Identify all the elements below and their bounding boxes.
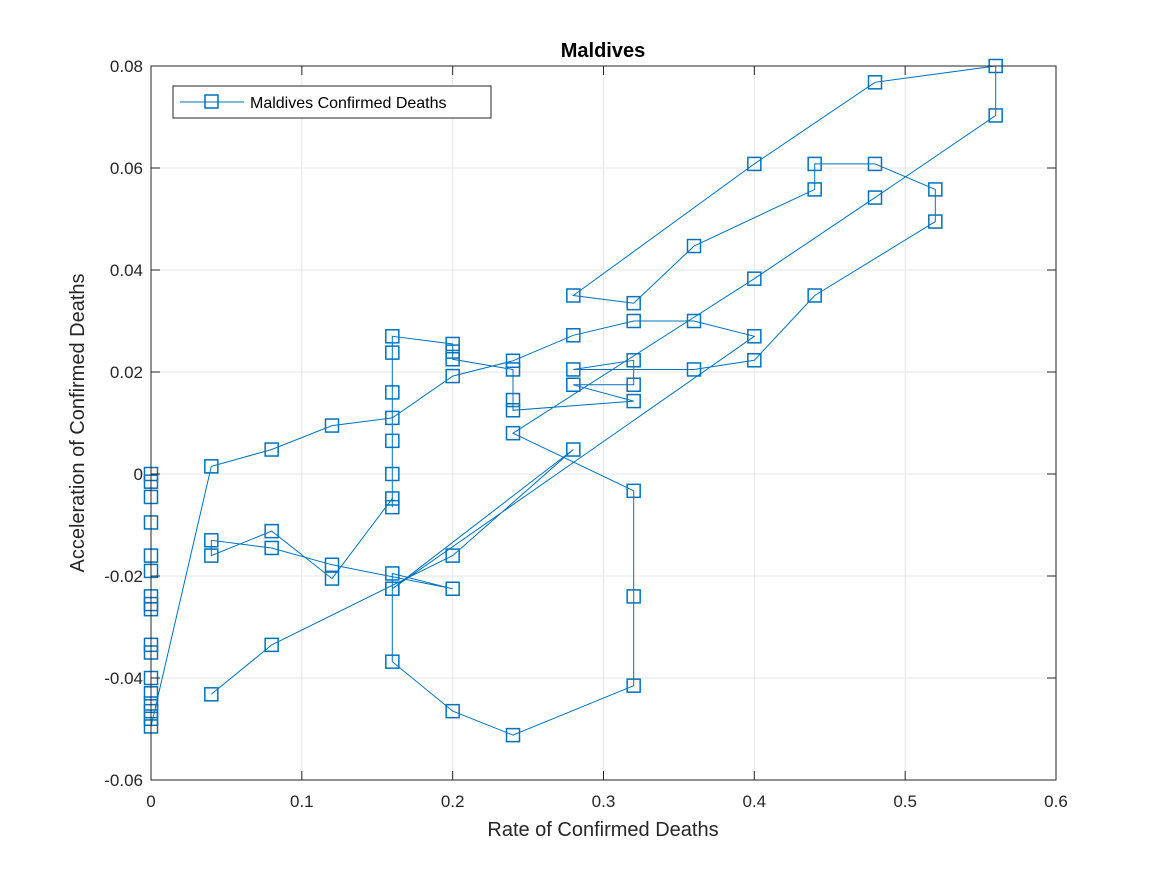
data-point-marker: [505, 392, 521, 408]
data-point-marker: [566, 377, 581, 392]
data-point-marker: [385, 433, 400, 449]
data-point-marker: [928, 214, 943, 229]
y-tick-label: -0.06: [104, 771, 143, 790]
data-point-marker: [385, 581, 400, 596]
data-point-marker: [747, 271, 762, 286]
y-tick-label: 0: [134, 465, 143, 484]
x-tick-label: 0.3: [592, 792, 616, 811]
data-point-marker: [445, 336, 460, 352]
data-point-marker: [566, 288, 581, 303]
data-point-marker: [807, 288, 822, 303]
data-point-marker: [264, 523, 279, 539]
data-point-marker: [445, 344, 460, 359]
data-point-marker: [204, 533, 219, 548]
data-point-marker: [686, 313, 702, 329]
data-point-marker: [445, 703, 460, 719]
data-point-marker: [204, 687, 219, 702]
x-tick-label: 0: [146, 792, 155, 811]
legend: Maldives Confirmed Deaths: [172, 85, 492, 119]
data-point-marker: [324, 557, 340, 573]
data-point-marker: [505, 362, 521, 377]
y-tick-label: 0.02: [110, 363, 143, 382]
data-point-marker: [505, 727, 521, 743]
data-point-marker: [626, 377, 641, 392]
data-point-marker: [988, 108, 1003, 123]
data-point-marker: [204, 459, 219, 474]
y-axis-label: Acceleration of Confirmed Deaths: [67, 273, 89, 572]
data-point-marker: [626, 678, 641, 693]
data-point-marker: [385, 499, 400, 515]
data-point-marker: [566, 442, 581, 457]
data-point-marker: [626, 353, 641, 368]
data-point-marker: [445, 548, 460, 563]
data-point-marker: [505, 353, 521, 369]
data-point-marker: [807, 156, 822, 172]
data-point-marker: [445, 368, 460, 384]
y-tick-label: 0.06: [110, 159, 143, 178]
data-point-marker: [626, 295, 641, 311]
data-point-marker: [385, 566, 400, 581]
data-point-marker: [747, 329, 762, 344]
data-point-marker: [867, 190, 883, 205]
data-point-marker: [204, 548, 219, 563]
data-point-marker: [807, 182, 822, 197]
y-tick-label: -0.04: [104, 669, 143, 688]
data-point-marker: [566, 328, 581, 343]
data-point-marker: [264, 637, 279, 653]
y-tick-label: 0.04: [110, 261, 143, 280]
data-point-marker: [385, 329, 400, 344]
data-point-marker: [385, 654, 400, 669]
data-point-marker: [867, 75, 883, 90]
data-point-marker: [385, 410, 400, 426]
data-point-marker: [385, 466, 400, 482]
data-point-marker: [324, 418, 340, 433]
x-tick-label: 0.2: [441, 792, 465, 811]
data-point-marker: [264, 442, 279, 457]
data-point-marker: [566, 362, 581, 377]
data-point-marker: [928, 182, 943, 197]
data-point-marker: [505, 403, 521, 418]
x-tick-label: 0.6: [1044, 792, 1068, 811]
data-point-marker: [867, 156, 883, 172]
legend-box: [172, 85, 492, 119]
data-point-marker: [747, 353, 762, 368]
y-tick-label: -0.02: [104, 567, 143, 586]
data-point-marker: [264, 540, 279, 556]
data-point-marker: [445, 352, 460, 367]
data-point-marker: [686, 362, 702, 377]
data-point-marker: [626, 589, 641, 604]
x-tick-label: 0.5: [893, 792, 917, 811]
x-tick-label: 0.1: [290, 792, 314, 811]
chart-title: Maldives: [561, 40, 645, 62]
data-point-marker: [747, 156, 762, 172]
data-point-marker: [324, 571, 340, 586]
x-axis-label: Rate of Confirmed Deaths: [487, 819, 718, 841]
legend-label: Maldives Confirmed Deaths: [250, 95, 447, 112]
data-point-marker: [385, 345, 400, 360]
x-tick-label: 0.4: [743, 792, 767, 811]
data-point-marker: [385, 491, 400, 506]
legend-marker: [204, 94, 219, 109]
data-point-marker: [445, 581, 460, 596]
data-point-marker: [626, 393, 641, 409]
ticks: 0 0.1 0.2 0.3 0.4 0.5 0.6 -0.06 -0.04 -0.02 0 0.02 0…: [104, 57, 1068, 811]
data-point-marker: [626, 313, 641, 329]
data-point-marker: [385, 385, 400, 400]
y-tick-label: 0.08: [110, 57, 143, 76]
data-point-marker: [686, 238, 702, 254]
grid: [151, 66, 1056, 780]
data-point-marker: [626, 483, 641, 499]
data-point-marker: [505, 425, 521, 441]
